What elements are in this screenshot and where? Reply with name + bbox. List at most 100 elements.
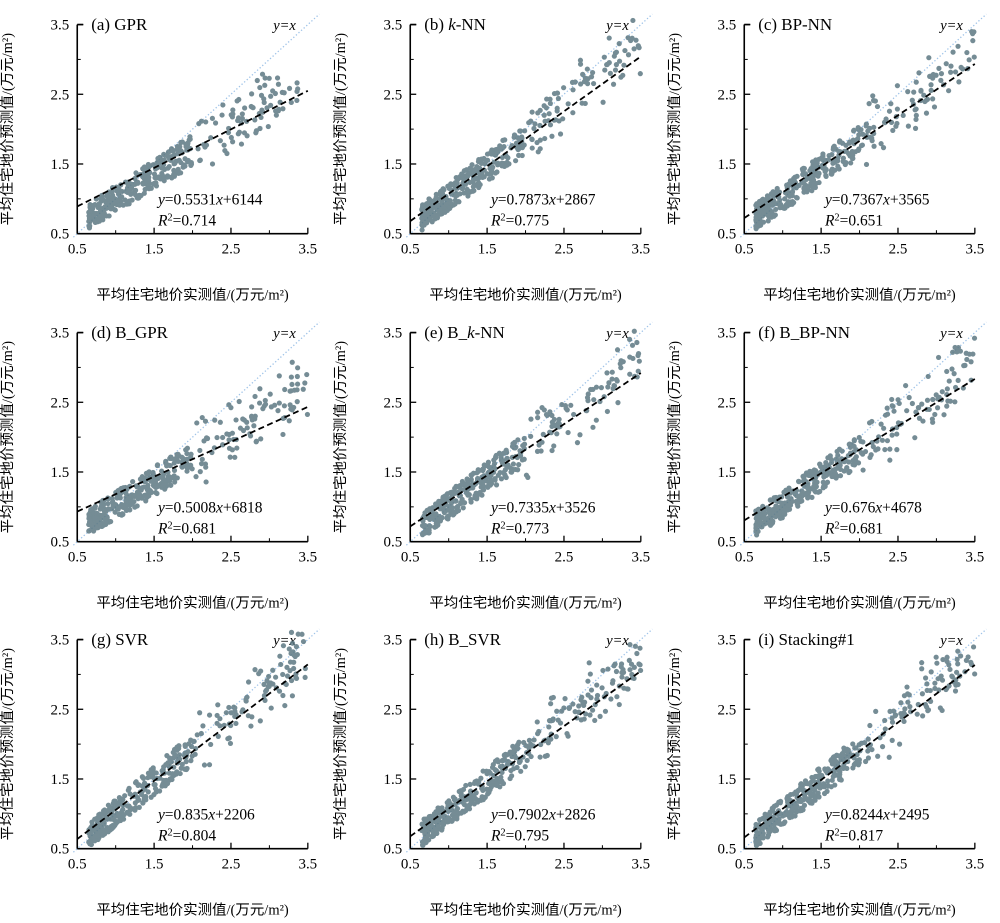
svg-text:1.5: 1.5	[811, 242, 830, 258]
svg-text:1.5: 1.5	[478, 242, 497, 258]
svg-text:R2=0.651: R2=0.651	[824, 212, 883, 230]
svg-text:(a) GPR: (a) GPR	[91, 15, 148, 34]
svg-text:平均住宅地价实测值/(万元/m²): 平均住宅地价实测值/(万元/m²)	[96, 594, 289, 611]
svg-text:2.5: 2.5	[888, 549, 907, 565]
svg-text:3.5: 3.5	[298, 857, 317, 873]
svg-text:0.5: 0.5	[717, 227, 736, 243]
svg-text:0.5: 0.5	[51, 227, 70, 243]
svg-text:y=x: y=x	[605, 18, 630, 34]
svg-text:y=x: y=x	[605, 633, 630, 649]
svg-text:2.5: 2.5	[717, 87, 736, 103]
svg-text:y=0.676x+4678: y=0.676x+4678	[823, 499, 922, 516]
svg-text:(g) SVR: (g) SVR	[91, 630, 149, 649]
svg-text:0.5: 0.5	[717, 534, 736, 550]
svg-text:3.5: 3.5	[965, 242, 984, 258]
svg-text:2.5: 2.5	[384, 703, 403, 719]
svg-text:2.5: 2.5	[717, 395, 736, 411]
svg-text:2.5: 2.5	[888, 857, 907, 873]
svg-text:1.5: 1.5	[811, 549, 830, 565]
svg-text:2.5: 2.5	[555, 242, 574, 258]
svg-text:1.5: 1.5	[478, 549, 497, 565]
svg-text:平均住宅地价预测值/(万元/m²): 平均住宅地价预测值/(万元/m²)	[333, 33, 349, 226]
svg-text:y=x: y=x	[938, 18, 963, 34]
svg-text:R2=0.775: R2=0.775	[490, 212, 549, 230]
svg-text:0.5: 0.5	[401, 549, 420, 565]
scatter-panel-a: 0.5 0.5 1.5 1.5 2.5 2.5 3.5 3.5 y=x (a) GPR y=0.55…	[0, 0, 333, 308]
svg-text:1.5: 1.5	[717, 157, 736, 173]
svg-text:2.5: 2.5	[51, 87, 70, 103]
svg-text:R2=0.714: R2=0.714	[157, 212, 216, 230]
svg-text:y=0.7873x+2867: y=0.7873x+2867	[489, 191, 596, 208]
svg-text:平均住宅地价实测值/(万元/m²): 平均住宅地价实测值/(万元/m²)	[430, 287, 623, 304]
svg-text:2.5: 2.5	[222, 242, 241, 258]
scatter-panel-c: 0.5 0.5 1.5 1.5 2.5 2.5 3.5 3.5 y=x (c) BP-NN y=0.…	[667, 0, 1000, 308]
svg-text:3.5: 3.5	[717, 18, 736, 34]
svg-text:1.5: 1.5	[145, 857, 164, 873]
svg-text:2.5: 2.5	[717, 703, 736, 719]
svg-text:y=0.5008x+6818: y=0.5008x+6818	[156, 499, 263, 516]
svg-text:y=0.7902x+2826: y=0.7902x+2826	[489, 807, 596, 824]
svg-text:1.5: 1.5	[717, 465, 736, 481]
svg-text:0.5: 0.5	[51, 534, 70, 550]
svg-text:平均住宅地价预测值/(万元/m²): 平均住宅地价预测值/(万元/m²)	[667, 648, 683, 841]
svg-text:(f) B_BP-NN: (f) B_BP-NN	[758, 323, 850, 342]
svg-text:3.5: 3.5	[298, 242, 317, 258]
svg-text:1.5: 1.5	[384, 772, 403, 788]
svg-text:y=x: y=x	[938, 633, 963, 649]
svg-text:0.5: 0.5	[68, 857, 87, 873]
svg-text:1.5: 1.5	[384, 157, 403, 173]
svg-text:平均住宅地价预测值/(万元/m²): 平均住宅地价预测值/(万元/m²)	[0, 340, 16, 533]
svg-text:1.5: 1.5	[478, 857, 497, 873]
svg-text:R2=0.681: R2=0.681	[824, 519, 883, 537]
svg-text:3.5: 3.5	[717, 325, 736, 341]
svg-text:2.5: 2.5	[222, 857, 241, 873]
svg-text:平均住宅地价预测值/(万元/m²): 平均住宅地价预测值/(万元/m²)	[0, 33, 16, 226]
svg-text:y=x: y=x	[938, 326, 963, 342]
svg-text:0.5: 0.5	[68, 549, 87, 565]
svg-text:2.5: 2.5	[222, 549, 241, 565]
svg-text:平均住宅地价实测值/(万元/m²): 平均住宅地价实测值/(万元/m²)	[763, 287, 956, 304]
svg-text:3.5: 3.5	[632, 549, 651, 565]
svg-text:y=0.835x+2206: y=0.835x+2206	[156, 807, 255, 824]
svg-text:0.5: 0.5	[735, 857, 754, 873]
svg-text:0.5: 0.5	[401, 857, 420, 873]
svg-text:R2=0.804: R2=0.804	[157, 827, 216, 845]
svg-text:3.5: 3.5	[51, 633, 70, 649]
svg-text:1.5: 1.5	[811, 857, 830, 873]
svg-text:0.5: 0.5	[401, 242, 420, 258]
svg-text:0.5: 0.5	[735, 549, 754, 565]
svg-text:1.5: 1.5	[51, 465, 70, 481]
svg-text:3.5: 3.5	[965, 549, 984, 565]
svg-text:0.5: 0.5	[51, 842, 70, 858]
svg-text:0.5: 0.5	[384, 842, 403, 858]
svg-text:(b) k-NN: (b) k-NN	[425, 15, 487, 34]
svg-text:0.5: 0.5	[384, 227, 403, 243]
svg-text:平均住宅地价预测值/(万元/m²): 平均住宅地价预测值/(万元/m²)	[667, 33, 683, 226]
svg-text:平均住宅地价实测值/(万元/m²): 平均住宅地价实测值/(万元/m²)	[96, 902, 289, 919]
svg-text:R2=0.773: R2=0.773	[490, 519, 549, 537]
svg-text:2.5: 2.5	[384, 395, 403, 411]
scatter-panel-e: 0.5 0.5 1.5 1.5 2.5 2.5 3.5 3.5 y=x (e) B_k-NN y=0…	[333, 308, 666, 616]
svg-text:3.5: 3.5	[632, 857, 651, 873]
svg-text:平均住宅地价预测值/(万元/m²): 平均住宅地价预测值/(万元/m²)	[333, 340, 349, 533]
svg-text:3.5: 3.5	[298, 549, 317, 565]
svg-text:(c) BP-NN: (c) BP-NN	[758, 15, 832, 34]
scatter-panel-h: 0.5 0.5 1.5 1.5 2.5 2.5 3.5 3.5 y=x (h) B_SVR y=0.…	[333, 615, 666, 923]
svg-text:3.5: 3.5	[632, 242, 651, 258]
svg-text:3.5: 3.5	[51, 18, 70, 34]
svg-text:2.5: 2.5	[888, 242, 907, 258]
scatter-panel-i: 0.5 0.5 1.5 1.5 2.5 2.5 3.5 3.5 y=x (i) Stacking#…	[667, 615, 1000, 923]
svg-text:2.5: 2.5	[384, 87, 403, 103]
svg-text:1.5: 1.5	[717, 772, 736, 788]
svg-text:平均住宅地价预测值/(万元/m²): 平均住宅地价预测值/(万元/m²)	[0, 648, 16, 841]
svg-text:1.5: 1.5	[384, 465, 403, 481]
svg-text:y=x: y=x	[271, 18, 296, 34]
svg-text:3.5: 3.5	[384, 18, 403, 34]
svg-text:平均住宅地价预测值/(万元/m²): 平均住宅地价预测值/(万元/m²)	[667, 340, 683, 533]
svg-text:平均住宅地价预测值/(万元/m²): 平均住宅地价预测值/(万元/m²)	[333, 648, 349, 841]
svg-text:1.5: 1.5	[51, 157, 70, 173]
svg-text:R2=0.817: R2=0.817	[824, 827, 883, 845]
svg-text:0.5: 0.5	[717, 842, 736, 858]
svg-text:3.5: 3.5	[717, 633, 736, 649]
svg-text:0.5: 0.5	[735, 242, 754, 258]
